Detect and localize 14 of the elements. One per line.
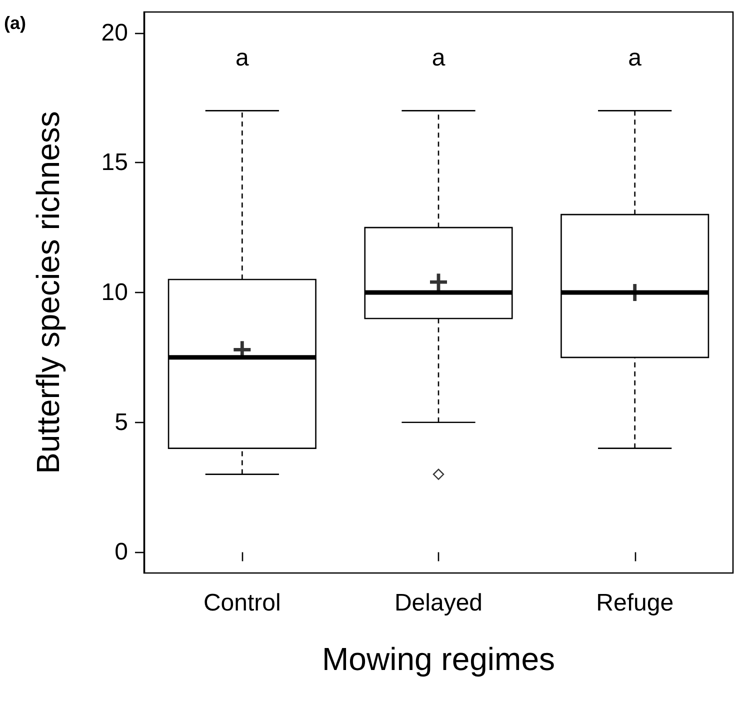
annotation: a: [235, 44, 250, 72]
x-tick-label: Control: [203, 590, 281, 616]
x-axis-title: Mowing regimes: [322, 641, 555, 677]
y-tick-label: 5: [114, 408, 128, 436]
y-tick-label: 20: [101, 19, 128, 46]
y-tick-label: 15: [101, 149, 128, 176]
annotation: a: [628, 44, 642, 72]
y-axis-title: Butterfly species richness: [30, 111, 66, 474]
y-tick-label: 10: [101, 279, 128, 306]
annotation: a: [432, 44, 446, 72]
x-tick-label: Delayed: [394, 590, 483, 616]
x-tick-label: Refuge: [596, 590, 674, 616]
text: (a): [4, 13, 26, 33]
y-tick-label: 0: [114, 538, 128, 566]
